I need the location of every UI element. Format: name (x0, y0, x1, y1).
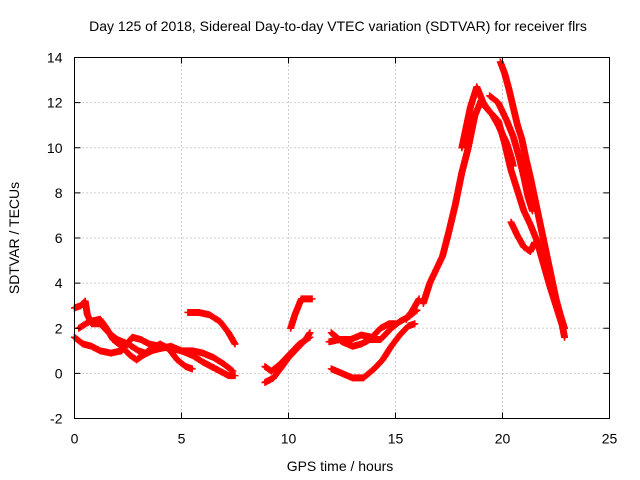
ticks (74, 57, 610, 419)
series-arc (327, 320, 419, 382)
y-tick-label: 6 (55, 230, 63, 246)
x-tick-label: 15 (388, 431, 404, 447)
series-arc (261, 333, 314, 375)
series-arc (496, 58, 569, 332)
series-arc (287, 295, 316, 332)
x-tick-label: 25 (602, 431, 618, 447)
y-tick-label: 12 (47, 95, 63, 111)
series-arc (184, 308, 239, 348)
series-arc (507, 218, 539, 256)
y-tick-label: 0 (55, 365, 63, 381)
x-tick-label: 5 (178, 431, 186, 447)
x-axis-label: GPS time / hours (287, 458, 394, 474)
y-tick-label: 8 (55, 185, 63, 201)
y-tick-label: 4 (55, 275, 63, 291)
y-axis-label: SDTVAR / TECUs (6, 182, 22, 294)
y-tick-label: 10 (47, 140, 63, 156)
tick-labels: 0 5 10 15 20 25 -2 0 2 4 6 8 10 12 14 (47, 50, 618, 447)
data-points (71, 58, 569, 386)
x-tick-label: 10 (281, 431, 297, 447)
y-tick-label: 2 (55, 320, 63, 336)
grid (74, 57, 610, 419)
y-tick-label: 14 (47, 50, 63, 66)
series-arc (486, 92, 536, 215)
series-arc (402, 295, 423, 323)
y-tick-label: -2 (50, 411, 63, 427)
x-tick-label: 0 (71, 431, 79, 447)
x-tick-label: 20 (495, 431, 511, 447)
chart-title: Day 125 of 2018, Sidereal Day-to-day VTE… (89, 18, 587, 34)
